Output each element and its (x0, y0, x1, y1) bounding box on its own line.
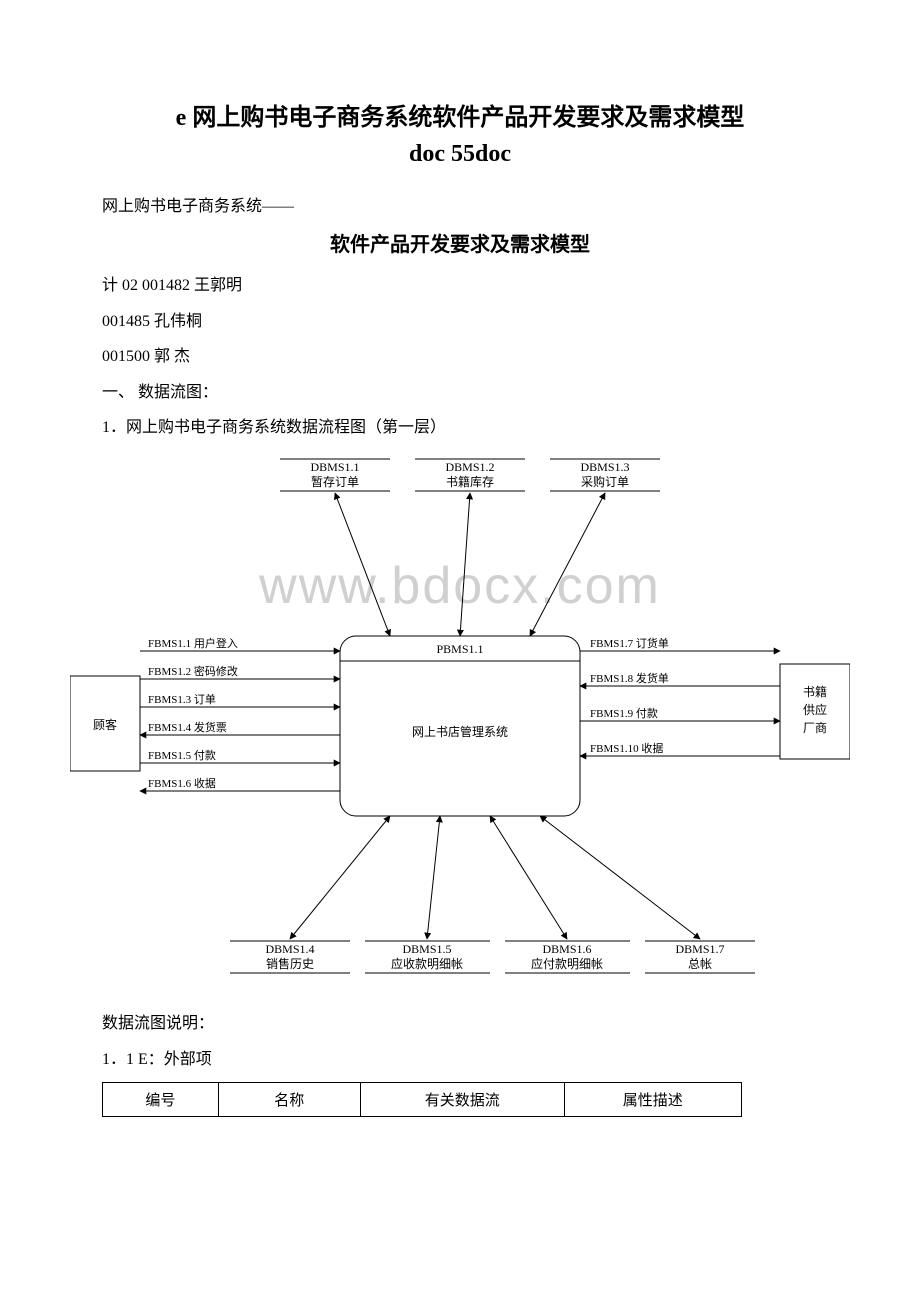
left-flow-2: FBMS1.2 密码修改 (140, 664, 340, 679)
intro-line: 网上购书电子商务系统—— (70, 192, 850, 216)
left-entity-label: 顾客 (93, 717, 117, 732)
author-1: 计 02 001482 王郭明 (70, 273, 850, 299)
section-1-1-heading: 1．网上购书电子商务系统数据流程图（第一层） (70, 415, 850, 441)
left-flow-1: FBMS1.1 用户登入 (140, 636, 340, 651)
data-flow-diagram: www.bdocx.com DBMS1.1 暂存订单 DBMS1.2 书籍库存 (70, 451, 850, 991)
after-diagram-2: 1．1 E：外部项 (70, 1047, 850, 1073)
bottom-store-3: DBMS1.6 应付款明细帐 (505, 941, 630, 973)
subtitle: 软件产品开发要求及需求模型 (70, 228, 850, 257)
right-flow-3: FBMS1.9 付款 (580, 706, 780, 721)
store-label: 采购订单 (581, 474, 629, 489)
store-id: DBMS1.1 (310, 460, 359, 474)
flow-label: FBMS1.6 收据 (148, 776, 216, 790)
right-flow-4: FBMS1.10 收据 (580, 741, 780, 756)
store-id: DBMS1.2 (445, 460, 494, 474)
table-header-row: 编号 名称 有关数据流 属性描述 (103, 1083, 742, 1117)
left-flow-6: FBMS1.6 收据 (140, 776, 340, 791)
right-flow-1: FBMS1.7 订货单 (580, 636, 780, 651)
flow-label: FBMS1.3 订单 (148, 693, 216, 706)
th-id: 编号 (103, 1083, 219, 1117)
title-line-2: doc 55doc (409, 141, 511, 167)
center-label: 网上书店管理系统 (412, 724, 508, 739)
bottom-store-2: DBMS1.5 应收款明细帐 (365, 941, 490, 973)
flow-label: FBMS1.2 密码修改 (148, 664, 238, 678)
left-flow-4: FBMS1.4 发货票 (140, 720, 340, 735)
flow-label: FBMS1.5 付款 (148, 748, 216, 762)
diagram-svg: DBMS1.1 暂存订单 DBMS1.2 书籍库存 DBMS1.3 采购订单 (70, 451, 850, 991)
th-name: 名称 (218, 1083, 360, 1117)
top-store-1: DBMS1.1 暂存订单 (280, 459, 390, 491)
bottom-store-4: DBMS1.7 总帐 (645, 941, 755, 973)
right-flow-2: FBMS1.8 发货单 (580, 671, 780, 686)
right-entity-l2: 供应 (803, 702, 827, 717)
center-id: PBMS1.1 (436, 642, 483, 656)
left-flow-5: FBMS1.5 付款 (140, 748, 340, 763)
th-attrs: 属性描述 (564, 1083, 741, 1117)
flow-label: FBMS1.9 付款 (590, 706, 658, 720)
store-label: 暂存订单 (311, 475, 359, 489)
store-label: 应收款明细帐 (391, 956, 463, 971)
author-2: 001485 孔伟桐 (70, 309, 850, 335)
document-page: e 网上购书电子商务系统软件产品开发要求及需求模型 doc 55doc 网上购书… (0, 0, 920, 1157)
external-items-table: 编号 名称 有关数据流 属性描述 (102, 1082, 742, 1117)
store-label: 销售历史 (266, 956, 314, 971)
flow-label: FBMS1.8 发货单 (590, 671, 669, 685)
store-id: DBMS1.5 (402, 942, 451, 956)
store-id: DBMS1.4 (265, 942, 314, 956)
right-entity-l3: 厂商 (803, 720, 827, 735)
store-id: DBMS1.6 (542, 942, 591, 956)
after-diagram-1: 数据流图说明： (70, 1011, 850, 1037)
author-3: 001500 郭 杰 (70, 344, 850, 370)
th-flows: 有关数据流 (360, 1083, 564, 1117)
store-id: DBMS1.3 (580, 460, 629, 474)
section-1-heading: 一、 数据流图： (70, 380, 850, 406)
store-id: DBMS1.7 (675, 942, 724, 956)
bottom-store-1: DBMS1.4 销售历史 (230, 941, 350, 973)
right-entity-l1: 书籍 (803, 684, 827, 699)
flow-label: FBMS1.4 发货票 (148, 720, 227, 734)
store-label: 应付款明细帐 (531, 956, 603, 971)
top-store-2: DBMS1.2 书籍库存 (415, 459, 525, 491)
flow-label: FBMS1.7 订货单 (590, 636, 669, 650)
flow-label: FBMS1.1 用户登入 (148, 636, 238, 650)
flow-label: FBMS1.10 收据 (590, 741, 663, 755)
top-store-3: DBMS1.3 采购订单 (550, 459, 660, 491)
store-label: 书籍库存 (446, 474, 494, 489)
left-flow-3: FBMS1.3 订单 (140, 693, 340, 707)
title-line-1: e 网上购书电子商务系统软件产品开发要求及需求模型 (176, 105, 745, 131)
store-label: 总帐 (688, 956, 712, 971)
main-title: e 网上购书电子商务系统软件产品开发要求及需求模型 doc 55doc (70, 100, 850, 172)
